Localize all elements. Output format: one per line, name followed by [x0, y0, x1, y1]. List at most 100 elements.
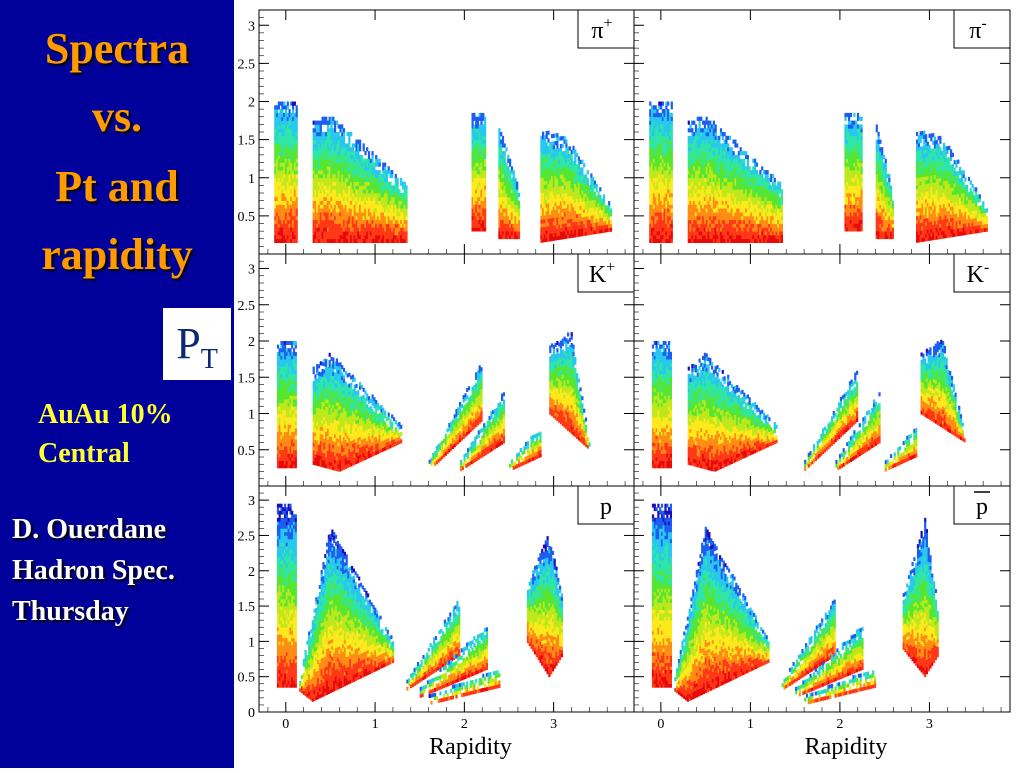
heatmap-cell: [338, 132, 340, 136]
heatmap-cell: [502, 140, 504, 144]
heatmap-cell: [484, 212, 486, 216]
heatmap-cell: [484, 197, 486, 201]
heatmap-cell: [325, 117, 327, 121]
heatmap-cell: [610, 228, 612, 232]
acceptance-region-pi-plus-3: [472, 113, 487, 232]
author-line-1: D. Ouerdane: [12, 512, 166, 548]
heatmap-cell: [296, 143, 298, 147]
heatmap-cell: [343, 128, 345, 132]
heatmap-cell: [296, 159, 298, 163]
heatmap-cell: [569, 146, 571, 150]
pt-label-main: P: [176, 319, 200, 368]
heatmap-cell: [296, 220, 298, 224]
heatmap-cell: [341, 124, 343, 128]
heatmap-cell: [733, 151, 735, 155]
pt-label-sub: T: [201, 344, 218, 375]
heatmap-cell: [296, 163, 298, 167]
heatmap-cell: [343, 132, 345, 136]
heatmap-cell: [391, 174, 393, 178]
heatmap-cell: [296, 151, 298, 155]
heatmap-cell: [671, 140, 673, 144]
heatmap-cell: [296, 239, 298, 243]
heatmap-cell: [484, 132, 486, 136]
heatmap-cell: [348, 143, 350, 147]
heatmap-cell: [781, 239, 783, 243]
heatmap-cell: [484, 159, 486, 163]
heatmap-cell: [514, 178, 516, 182]
heatmap-cell: [484, 224, 486, 228]
heatmap-cell: [372, 159, 374, 163]
heatmap-cell: [718, 140, 720, 144]
heatmap-cell: [296, 197, 298, 201]
heatmap-cell: [704, 124, 706, 128]
heatmap-cell: [516, 182, 518, 186]
heatmap-cell: [384, 166, 386, 170]
heatmap-cell: [502, 136, 504, 140]
heatmap-cell: [754, 159, 756, 163]
pt-label-box: PT: [163, 308, 231, 380]
heatmap-cell: [484, 204, 486, 208]
heatmap-cell: [581, 171, 583, 175]
panel-pi-minus: π-: [634, 10, 1010, 254]
heatmap-cell: [747, 163, 749, 167]
heatmap-cell: [368, 155, 370, 159]
heatmap-cell: [660, 105, 662, 109]
heatmap-cell: [596, 184, 598, 188]
heatmap-cell: [397, 182, 399, 186]
heatmap-cell: [671, 151, 673, 155]
heatmap-cell: [296, 170, 298, 174]
sidebar: Spectra vs. Pt and rapidity PT AuAu 10% …: [0, 0, 234, 768]
heatmap-cell: [359, 140, 361, 144]
heatmap-cell: [518, 216, 520, 220]
heatmap-cell: [781, 208, 783, 212]
heatmap-cell: [484, 136, 486, 140]
heatmap-cell: [671, 178, 673, 182]
heatmap-cell: [336, 121, 338, 125]
heatmap-cell: [655, 105, 657, 109]
heatmap-cell: [547, 131, 549, 135]
heatmap-cell: [610, 224, 612, 228]
heatmap-cell: [405, 235, 407, 239]
heatmap-cell: [671, 170, 673, 174]
heatmap-cell: [294, 102, 296, 106]
heatmap-cell: [405, 224, 407, 228]
heatmap-cell: [484, 208, 486, 212]
heatmap-cell: [587, 178, 589, 182]
heatmap-cell: [727, 143, 729, 147]
heatmap-cell: [724, 132, 726, 136]
heatmap-cell: [610, 220, 612, 224]
heatmap-cell: [690, 124, 692, 128]
heatmap-cell: [504, 155, 506, 159]
heatmap-cell: [296, 185, 298, 189]
heatmap-cell: [781, 201, 783, 205]
heatmap-cell: [761, 166, 763, 170]
y-tick-label: 3: [248, 19, 255, 34]
heatmap-cell: [671, 102, 673, 106]
heatmap-cell: [610, 212, 612, 216]
heatmap-cell: [671, 239, 673, 243]
heatmap-cell: [779, 182, 781, 186]
y-tick-label: 1.5: [238, 134, 256, 149]
heatmap-cell: [671, 189, 673, 193]
heatmap-cell: [296, 231, 298, 235]
heatmap-cell: [761, 174, 763, 178]
heatmap-cell: [671, 143, 673, 147]
heatmap-cell: [759, 170, 761, 174]
heatmap-cell: [334, 128, 336, 132]
heatmap-cell: [391, 170, 393, 174]
heatmap-cell: [700, 117, 702, 121]
heatmap-cell: [518, 204, 520, 208]
heatmap-cell: [671, 201, 673, 205]
heatmap-cell: [359, 143, 361, 147]
heatmap-cell: [781, 189, 783, 193]
heatmap-cell: [547, 138, 549, 142]
heatmap-cell: [691, 128, 693, 132]
heatmap-cell: [781, 231, 783, 235]
heatmap-cell: [473, 113, 475, 117]
heatmap-cell: [603, 194, 605, 198]
y-tick-label: 1: [248, 172, 255, 187]
heatmap-cell: [289, 109, 291, 113]
heatmap-cell: [285, 109, 287, 113]
heatmap-cell: [296, 155, 298, 159]
heatmap-cell: [671, 124, 673, 128]
